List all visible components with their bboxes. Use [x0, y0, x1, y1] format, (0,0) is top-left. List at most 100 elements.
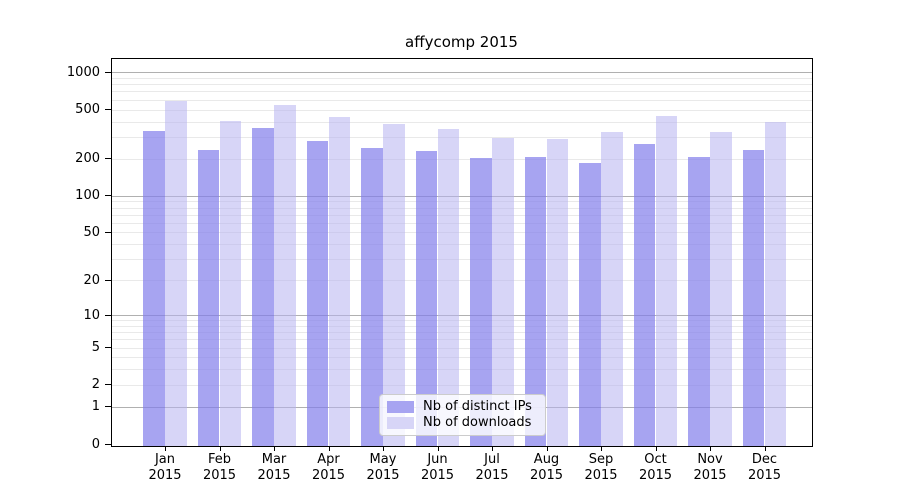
- minor-gridline-90: [112, 201, 812, 203]
- bar-distinct-ips-mar-2015: [252, 128, 274, 446]
- bar-downloads-aug-2015: [546, 138, 569, 446]
- major-gridline-100: [112, 195, 812, 197]
- y-tick-0: [105, 443, 111, 445]
- bar-distinct-ips-may-2015: [361, 148, 383, 446]
- x-tick-label-nov-2015: Nov 2015: [678, 452, 742, 484]
- x-label-line: Sep: [588, 452, 614, 467]
- x-tick-dec-2015: [764, 446, 766, 451]
- y-tick-label-2: 2: [91, 377, 100, 393]
- bar-downloads-oct-2015: [655, 115, 678, 446]
- bar-downloads-dec-2015: [764, 122, 787, 446]
- x-label-line: May: [369, 452, 397, 467]
- x-label-line: Jan: [154, 452, 176, 467]
- x-tick-label-aug-2015: Aug 2015: [515, 452, 579, 484]
- x-tick-nov-2015: [710, 446, 711, 451]
- minor-gridline-3: [112, 369, 812, 371]
- minor-gridline-800: [112, 84, 812, 86]
- y-tick-100: [105, 195, 111, 197]
- bar-distinct-ips-apr-2015: [306, 140, 329, 446]
- x-tick-mar-2015: [274, 446, 275, 451]
- minor-gridline-40: [112, 244, 812, 246]
- bar-distinct-ips-sep-2015: [579, 162, 601, 446]
- minor-gridline-8: [112, 325, 812, 327]
- bar-distinct-ips-oct-2015: [633, 144, 656, 446]
- legend-swatch-downloads: [387, 417, 414, 429]
- y-tick-1000: [105, 71, 111, 73]
- bar-distinct-ips-jun-2015: [415, 151, 438, 446]
- minor-gridline-5: [112, 347, 812, 349]
- y-tick-label-1000: 1000: [66, 64, 100, 80]
- x-tick-aug-2015: [546, 446, 548, 451]
- bar-downloads-jan-2015: [165, 101, 187, 446]
- minor-gridline-30: [112, 259, 812, 261]
- y-tick-label-1: 1: [91, 399, 100, 415]
- bar-downloads-may-2015: [383, 123, 405, 446]
- x-tick-label-jan-2015: Jan 2015: [133, 452, 197, 484]
- x-tick-label-dec-2015: Dec 2015: [733, 452, 797, 484]
- minor-gridline-20: [112, 280, 812, 282]
- legend-label-downloads: Nb of downloads: [423, 415, 532, 430]
- bar-downloads-jul-2015: [492, 137, 514, 446]
- x-label-line: 2015: [584, 468, 618, 483]
- y-tick-2: [105, 384, 111, 386]
- minor-gridline-7: [112, 332, 812, 334]
- legend-entry-downloads: Nb of downloads: [387, 415, 537, 431]
- x-tick-jun-2015: [437, 446, 439, 451]
- major-gridline-1000: [112, 72, 812, 74]
- x-label-line: Apr: [317, 452, 340, 467]
- minor-gridline-50: [112, 232, 812, 234]
- minor-gridline-600: [112, 99, 812, 101]
- y-tick-label-5: 5: [91, 340, 100, 356]
- x-label-line: Dec: [751, 452, 778, 467]
- x-tick-label-feb-2015: Feb 2015: [188, 452, 252, 484]
- minor-gridline-6: [112, 339, 812, 341]
- y-tick-label-20: 20: [83, 272, 100, 288]
- x-tick-feb-2015: [219, 446, 221, 451]
- y-tick-label-50: 50: [83, 224, 100, 240]
- legend-swatch-distinct-ips: [387, 401, 414, 413]
- y-tick-label-0: 0: [91, 436, 100, 452]
- x-label-line: 2015: [148, 468, 182, 483]
- bar-distinct-ips-dec-2015: [742, 150, 765, 446]
- x-tick-oct-2015: [655, 446, 657, 451]
- x-tick-jul-2015: [492, 446, 493, 451]
- bar-distinct-ips-feb-2015: [197, 150, 220, 446]
- plot-area: Nb of distinct IPs Nb of downloads 0 1 2 5 1…: [67, 58, 813, 483]
- minor-gridline-300: [112, 136, 812, 138]
- x-tick-label-jun-2015: Jun 2015: [406, 452, 470, 484]
- bar-downloads-apr-2015: [328, 116, 351, 446]
- bar-downloads-nov-2015: [710, 131, 732, 446]
- minor-gridline-400: [112, 121, 812, 123]
- x-tick-label-may-2015: May 2015: [351, 452, 415, 484]
- minor-gridline-60: [112, 222, 812, 224]
- x-label-line: Jul: [484, 452, 500, 467]
- x-label-line: 2015: [638, 468, 673, 483]
- x-label-line: 2015: [257, 468, 291, 483]
- minor-gridline-700: [112, 91, 812, 93]
- bar-downloads-sep-2015: [601, 132, 623, 446]
- minor-gridline-80: [112, 207, 812, 209]
- y-tick-5: [105, 347, 111, 349]
- minor-gridline-500: [112, 109, 812, 111]
- minor-gridline-9: [112, 320, 812, 322]
- x-label-line: Oct: [644, 452, 667, 467]
- x-label-line: Jun: [427, 452, 448, 467]
- y-tick-10: [105, 314, 111, 316]
- x-label-line: 2015: [693, 468, 727, 483]
- x-label-line: Mar: [261, 452, 287, 467]
- bar-downloads-mar-2015: [274, 104, 296, 446]
- x-label-line: Feb: [207, 452, 232, 467]
- x-tick-label-jul-2015: Jul 2015: [460, 452, 524, 484]
- bar-downloads-jun-2015: [437, 128, 460, 446]
- y-tick-label-100: 100: [75, 188, 100, 204]
- x-tick-label-mar-2015: Mar 2015: [242, 452, 306, 484]
- x-label-line: 2015: [366, 468, 400, 483]
- y-tick-1: [105, 406, 111, 408]
- bar-distinct-ips-aug-2015: [524, 156, 547, 446]
- x-tick-sep-2015: [601, 446, 602, 451]
- y-tick-label-500: 500: [75, 102, 100, 117]
- chart-title: affycomp 2015: [405, 33, 518, 51]
- y-tick-label-200: 200: [75, 151, 100, 167]
- minor-gridline-2: [112, 384, 812, 386]
